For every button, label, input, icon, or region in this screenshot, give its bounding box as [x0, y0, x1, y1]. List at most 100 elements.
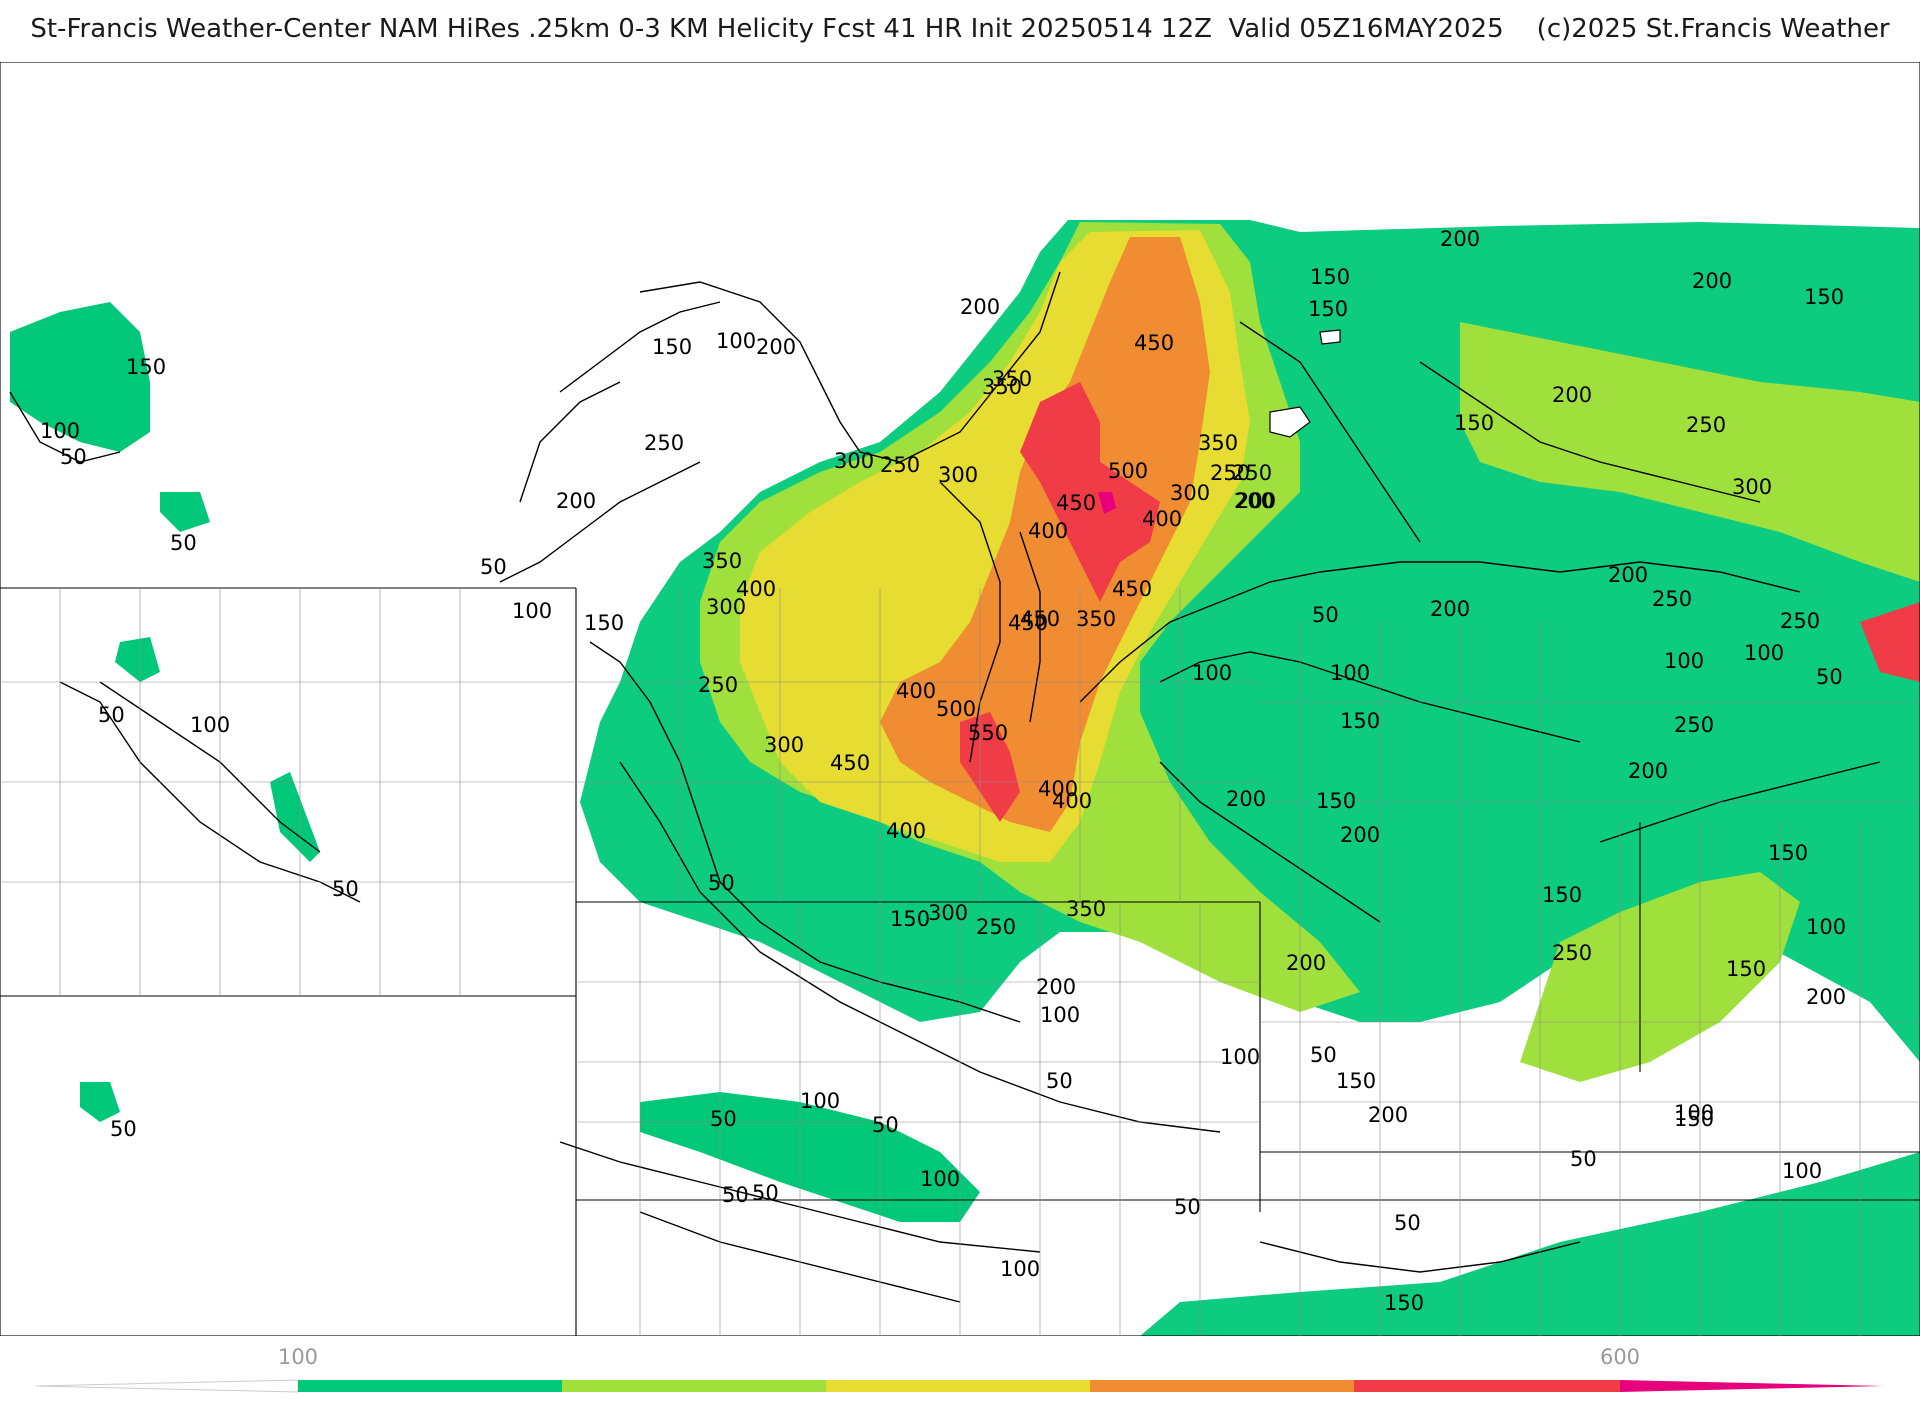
- helicity-contours: [9, 271, 1881, 1303]
- contour-label: 350: [1198, 431, 1238, 455]
- contour-label: 100: [190, 713, 230, 737]
- contour-label: 200: [1340, 823, 1380, 847]
- map-svg: 150 100 50 50 50 100 150 50 50 50 50 150…: [0, 62, 1920, 1336]
- contour-label: 300: [834, 449, 874, 473]
- contour-label: 150: [1336, 1069, 1376, 1093]
- contour-label: 250: [880, 453, 920, 477]
- contour-label: 350: [1066, 897, 1106, 921]
- contour-label: 400: [896, 679, 936, 703]
- contour-label: 150: [1340, 709, 1380, 733]
- contour-label: 50: [708, 871, 735, 895]
- colorbar-segment: [1090, 1380, 1354, 1392]
- lake-2: [1319, 329, 1341, 345]
- contour-label: 200: [1226, 787, 1266, 811]
- contour-label: 50: [110, 1117, 137, 1141]
- contour-label: 50: [170, 531, 197, 555]
- contour-label: 150: [1768, 841, 1808, 865]
- fill-band-200-se: [1520, 872, 1800, 1082]
- colorbar-segment: [826, 1380, 1090, 1392]
- contour-label: 150: [1310, 265, 1350, 289]
- contour-label: 100: [1674, 1101, 1714, 1125]
- contour-label: 250: [698, 673, 738, 697]
- contour-label: 100: [800, 1089, 840, 1113]
- contour-label: 350: [992, 367, 1032, 391]
- contour-label: 500: [936, 697, 976, 721]
- helicity-map: 150 100 50 50 50 100 150 50 50 50 50 150…: [0, 62, 1920, 1336]
- contour-label: 300: [1732, 475, 1772, 499]
- contour-label: 50: [1394, 1211, 1421, 1235]
- contour-label: 400: [1052, 789, 1092, 813]
- contour-label: 50: [710, 1107, 737, 1131]
- contour-label: 350: [1076, 607, 1116, 631]
- colorbar-left-arrow: [35, 1379, 299, 1393]
- lakes: [1269, 329, 1341, 438]
- contour-label: 100: [1040, 1003, 1080, 1027]
- contour-label: 450: [1020, 607, 1060, 631]
- contour-label: 50: [722, 1183, 749, 1207]
- contour-label: 400: [886, 819, 926, 843]
- contour-label: 200: [1692, 269, 1732, 293]
- contour-label: 100: [1192, 661, 1232, 685]
- lake-1: [1269, 406, 1311, 438]
- contour-label-layer: 150 100 50 50 50 100 150 50 50 50 50 150…: [40, 227, 1846, 1315]
- contour-label: 250: [1552, 941, 1592, 965]
- contour-label: 450: [1112, 577, 1152, 601]
- fill-band-600: [1098, 492, 1116, 514]
- fill-band-200-east: [1460, 322, 1920, 582]
- contour-label: 150: [1542, 883, 1582, 907]
- contour-label: 100: [1330, 661, 1370, 685]
- contour-label: 250: [1674, 713, 1714, 737]
- contour-label: 200: [960, 295, 1000, 319]
- colorbar-right-arrow: [1620, 1380, 1884, 1392]
- contour-label: 200: [1608, 563, 1648, 587]
- contour-label: 200: [1234, 489, 1274, 513]
- contour-label: 250: [1232, 461, 1272, 485]
- fill-patch-west-3: [160, 492, 210, 532]
- contour-label: 300: [706, 595, 746, 619]
- contour-label: 250: [1210, 461, 1250, 485]
- contour-label: 450: [1008, 611, 1048, 635]
- contour-label: 50: [332, 877, 359, 901]
- contour-label: 100: [1806, 915, 1846, 939]
- contour-label: 250: [1686, 413, 1726, 437]
- contour-label: 200: [1286, 951, 1326, 975]
- contour-label: 100: [920, 1167, 960, 1191]
- contour-label: 450: [1134, 331, 1174, 355]
- fill-patch-west-1: [115, 637, 160, 682]
- contour-label: 150: [126, 355, 166, 379]
- contour-label: 400: [1028, 519, 1068, 543]
- contour-label: 150: [1316, 789, 1356, 813]
- contour-label: 150: [890, 907, 930, 931]
- contour-label: 100: [40, 419, 80, 443]
- contour-label: 300: [938, 463, 978, 487]
- contour-label: 550: [968, 721, 1008, 745]
- fill-band-500b: [960, 712, 1020, 822]
- contour-label: 200: [756, 335, 796, 359]
- contour-label: 150: [1804, 285, 1844, 309]
- contour-label: 50: [60, 445, 87, 469]
- colorbar-segment: [298, 1380, 562, 1392]
- contour-label: 250: [976, 915, 1016, 939]
- contour-label: 150: [1674, 1107, 1714, 1131]
- contour-label: 150: [1726, 957, 1766, 981]
- county-borders: [0, 588, 1920, 1336]
- contour-label: 50: [752, 1181, 779, 1205]
- contour-label: 150: [584, 611, 624, 635]
- contour-label: 150: [1454, 411, 1494, 435]
- contour-label: 200: [556, 489, 596, 513]
- contour-label: 200: [1368, 1103, 1408, 1127]
- colorbar-segment: [562, 1380, 826, 1392]
- contour-label: 250: [644, 431, 684, 455]
- contour-label: 50: [480, 555, 507, 579]
- contour-label: 200: [1628, 759, 1668, 783]
- contour-label: 100: [1782, 1159, 1822, 1183]
- contour-label: 350: [982, 375, 1022, 399]
- contour-label: 50: [872, 1113, 899, 1137]
- contour-label: 250: [1652, 587, 1692, 611]
- contour-label: 400: [1142, 507, 1182, 531]
- contour-label: 100: [716, 329, 756, 353]
- fill-band-400: [880, 237, 1210, 832]
- contour-label: 100: [1744, 641, 1784, 665]
- contour-label: 250: [1780, 609, 1820, 633]
- fill-patch-nw: [10, 302, 150, 452]
